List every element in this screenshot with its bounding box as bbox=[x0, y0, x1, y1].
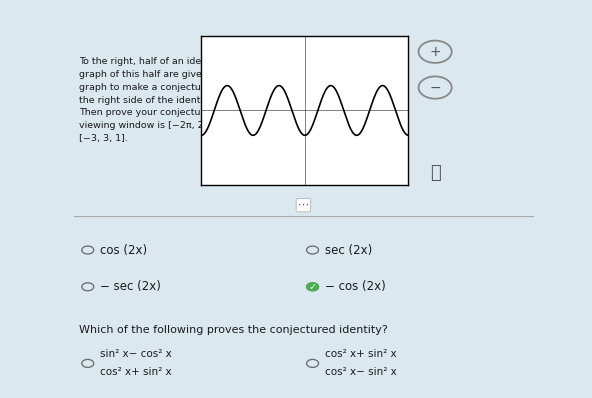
Text: cos² x− sin² x: cos² x− sin² x bbox=[326, 367, 397, 377]
Text: tan x− cot x: tan x− cot x bbox=[267, 55, 340, 68]
Text: −: − bbox=[429, 80, 441, 95]
Circle shape bbox=[307, 283, 318, 291]
Text: Which of the following proves the conjectured identity?: Which of the following proves the conjec… bbox=[79, 325, 387, 335]
Text: ⧉: ⧉ bbox=[430, 164, 440, 182]
Text: cos (2x): cos (2x) bbox=[100, 244, 147, 257]
Text: cos² x+ sin² x: cos² x+ sin² x bbox=[100, 367, 172, 377]
Text: = ?: = ? bbox=[365, 57, 385, 70]
Text: tan x+ cot x: tan x+ cot x bbox=[267, 69, 340, 82]
Text: − sec (2x): − sec (2x) bbox=[100, 280, 161, 293]
Text: sin² x− cos² x: sin² x− cos² x bbox=[100, 349, 172, 359]
Text: ⋯: ⋯ bbox=[298, 200, 309, 210]
Text: sec (2x): sec (2x) bbox=[326, 244, 373, 257]
Text: − cos (2x): − cos (2x) bbox=[326, 280, 386, 293]
Text: cos² x+ sin² x: cos² x+ sin² x bbox=[326, 349, 397, 359]
Text: ✓: ✓ bbox=[308, 282, 317, 292]
Text: To the right, half of an identity and the
graph of this half are given. Use the
: To the right, half of an identity and th… bbox=[79, 57, 265, 143]
Text: +: + bbox=[429, 45, 441, 59]
